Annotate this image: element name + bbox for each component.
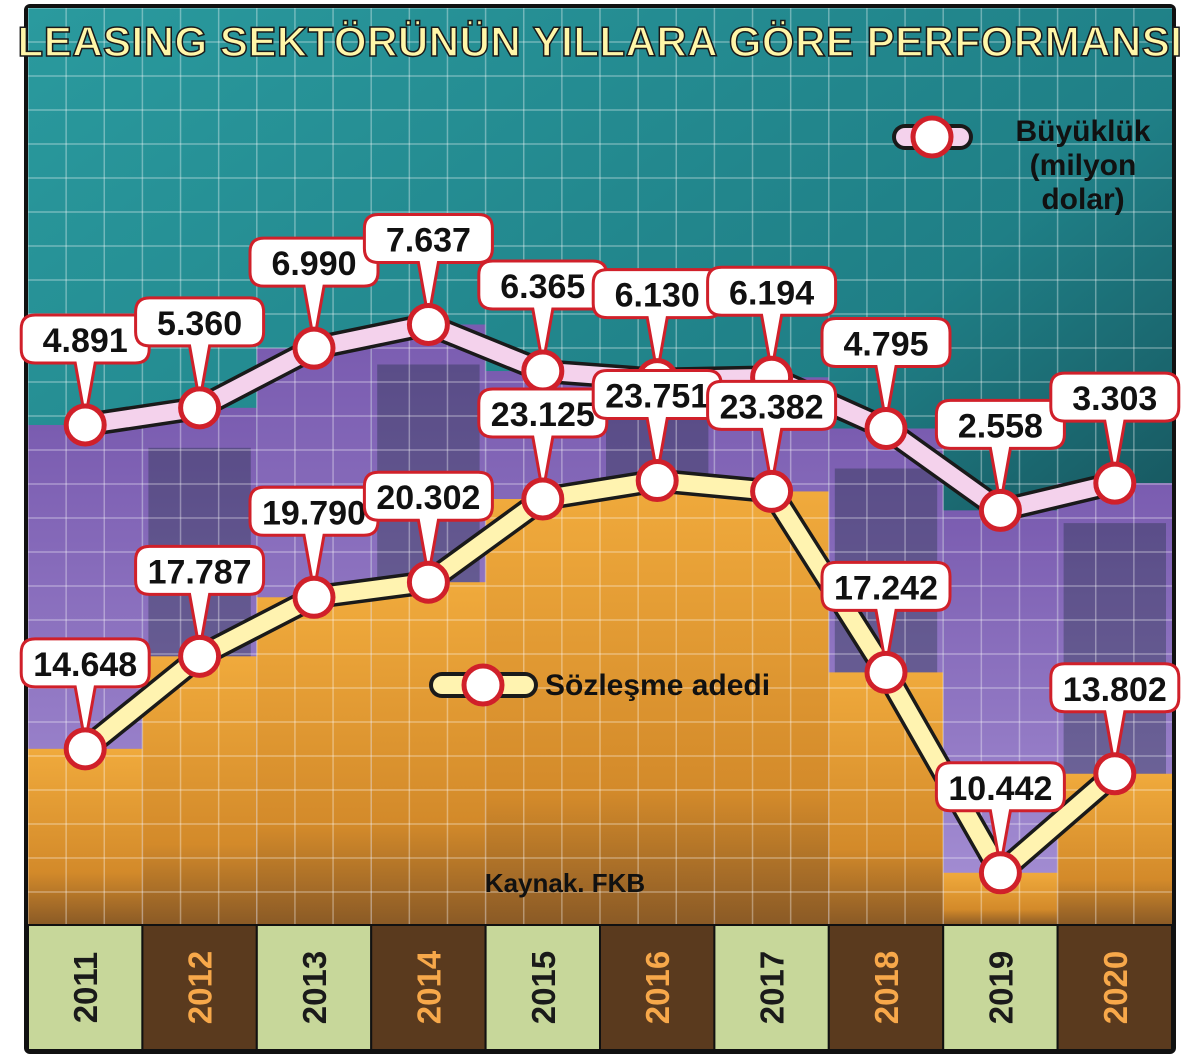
legend-size-label: dolar) — [1041, 183, 1124, 216]
year-cell-2013 — [255, 924, 373, 1051]
year-cell-2015 — [484, 924, 602, 1051]
size-value-label-2019: 2.558 — [958, 407, 1043, 445]
count-value-label-2016: 23.751 — [605, 378, 709, 416]
count-band-2014 — [371, 582, 486, 925]
size-value-label-2020: 3.303 — [1072, 380, 1157, 418]
size-point-2012 — [178, 386, 222, 430]
count-point-2018 — [864, 650, 908, 694]
count-point-2015 — [521, 477, 565, 521]
count-value-label-2019: 10.442 — [948, 770, 1052, 808]
year-cell-2020 — [1056, 924, 1173, 1051]
count-band-2013 — [256, 597, 372, 925]
size-callout-2018 — [820, 317, 952, 423]
count-point-2011 — [63, 727, 107, 771]
size-value-label-2011: 4.891 — [43, 322, 128, 360]
count-value-label-2020: 13.802 — [1063, 671, 1167, 709]
legend-size-marker — [910, 115, 954, 159]
count-callout-2014 — [362, 470, 494, 577]
x-axis-years: 2011 2012 2013 2014 2015 2016 2017 2018 2019 2020 — [27, 924, 1173, 1051]
x-tick-label-2017: 2017 — [754, 951, 791, 1024]
size-point-2014 — [406, 302, 450, 346]
size-point-2018 — [864, 407, 908, 451]
count-band-2011 — [28, 748, 143, 925]
count-callout-2012 — [134, 544, 266, 651]
size-callout-2014 — [362, 212, 494, 319]
count-point-2017 — [750, 469, 794, 513]
count-point-2014 — [406, 560, 450, 604]
size-value-label-2012: 5.360 — [157, 305, 242, 343]
year-cell-2012 — [141, 924, 258, 1051]
x-tick-label-2011: 2011 — [67, 952, 104, 1024]
legend-count-label: Sözleşme adedi — [545, 669, 770, 702]
count-point-2019 — [978, 851, 1022, 895]
x-tick-label-2019: 2019 — [982, 951, 1019, 1024]
year-cell-2018 — [827, 924, 945, 1051]
count-point-2016 — [635, 459, 679, 503]
size-value-label-2013: 6.990 — [271, 245, 356, 283]
chart-title-text: LEASING SEKTÖRÜNÜN YILLARA GÖRE PERFORMA… — [17, 17, 1183, 66]
size-point-2019 — [978, 488, 1022, 532]
count-point-2020 — [1093, 752, 1137, 796]
count-value-label-2012: 17.787 — [148, 553, 252, 591]
count-band-2015 — [485, 499, 600, 925]
count-value-label-2014: 20.302 — [376, 479, 480, 517]
size-point-2015 — [521, 349, 565, 393]
year-cell-2019 — [942, 924, 1059, 1051]
legend-count: Sözleşme adedi — [429, 663, 770, 707]
count-callout-2016 — [591, 369, 723, 475]
count-callout-2019 — [934, 761, 1066, 868]
x-tick-label-2014: 2014 — [410, 950, 447, 1024]
count-value-label-2017: 23.382 — [720, 388, 824, 426]
size-callout-2012 — [134, 296, 266, 403]
count-band-2018 — [828, 672, 944, 925]
legend-size-label: (milyon — [1030, 149, 1137, 182]
size-point-2011 — [63, 403, 107, 447]
size-callout-2017 — [706, 265, 838, 372]
x-tick-label-2015: 2015 — [525, 951, 562, 1024]
x-tick-label-2018: 2018 — [868, 951, 905, 1024]
x-tick-label-2013: 2013 — [296, 951, 333, 1024]
size-value-label-2017: 6.194 — [729, 274, 814, 312]
count-value-label-2013: 19.790 — [262, 494, 366, 532]
year-cell-2011 — [27, 924, 144, 1051]
size-value-label-2016: 6.130 — [615, 277, 700, 315]
size-point-2013 — [292, 326, 336, 370]
count-point-2013 — [292, 575, 336, 619]
count-band-2016 — [600, 480, 715, 925]
count-point-2012 — [178, 634, 222, 678]
size-callout-2020 — [1049, 371, 1181, 478]
legend-size-label: Büyüklük — [1015, 115, 1150, 148]
count-value-label-2015: 23.125 — [491, 396, 595, 434]
count-value-label-2018: 17.242 — [834, 569, 938, 607]
size-value-label-2014: 7.637 — [386, 221, 471, 259]
x-tick-label-2012: 2012 — [182, 951, 219, 1024]
source-label: Kaynak. FKB — [485, 868, 645, 898]
x-tick-label-2020: 2020 — [1097, 951, 1134, 1024]
size-point-2020 — [1093, 461, 1137, 505]
count-callout-2017 — [706, 379, 838, 486]
chart-title: LEASING SEKTÖRÜNÜN YILLARA GÖRE PERFORMA… — [0, 17, 1200, 66]
size-value-label-2015: 6.365 — [500, 268, 585, 306]
count-callout-2020 — [1049, 662, 1181, 769]
year-cell-2017 — [713, 924, 830, 1051]
count-callout-2011 — [19, 637, 151, 744]
size-value-label-2018: 4.795 — [843, 326, 928, 364]
year-cell-2014 — [370, 924, 487, 1051]
count-value-label-2011: 14.648 — [33, 646, 137, 684]
count-callout-2018 — [820, 560, 952, 667]
legend-count-marker — [461, 663, 505, 707]
x-tick-label-2016: 2016 — [639, 951, 676, 1024]
